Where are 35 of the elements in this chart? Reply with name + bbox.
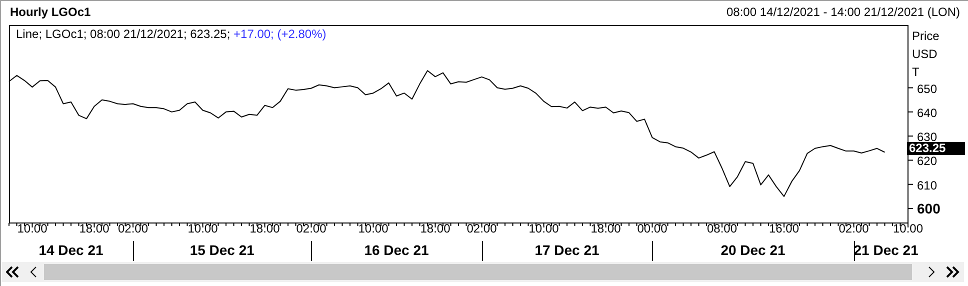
x-tick-label: 08:00 (706, 222, 738, 236)
x-tick-label: 10:00 (17, 222, 48, 236)
x-tick-label: 18:00 (590, 222, 622, 236)
x-tick-label: 18:00 (420, 222, 451, 236)
text: 14 Dec 21 (38, 242, 104, 258)
x-tick-label: 16:00 (768, 222, 800, 236)
x-tick-label: 02:00 (296, 222, 327, 236)
x-tick-label: 10:00 (188, 222, 218, 236)
x-tick-label: 02:00 (838, 222, 870, 236)
x-tick-label: 02:00 (466, 222, 498, 236)
y-tick-label: 620 (917, 154, 938, 168)
text: 20 Dec 21 (720, 242, 786, 258)
y-tick-label: 600 (917, 200, 941, 217)
text: 15 Dec 21 (188, 242, 256, 258)
y-tick-label: 610 (917, 178, 938, 192)
x-tick-label: 18:00 (250, 222, 280, 236)
y-axis-title: Price USD T (912, 28, 940, 81)
x-tick-label: 18:00 (79, 222, 110, 236)
text: 16 Dec 21 (363, 242, 430, 258)
text: 17 Dec 21 (534, 242, 600, 258)
x-tick-label: 10:00 (892, 222, 924, 236)
y-tick-label: 650 (917, 82, 938, 96)
annotation: Line; LGOc1; 08:00 21/12/2021; 623.25; (16, 27, 230, 41)
line-series (8, 70, 886, 197)
annotation: +17.00; (+2.80%) (234, 27, 326, 41)
x-tick-label: 10:00 (358, 222, 389, 236)
chart-title: Hourly LGOc1 (10, 5, 91, 19)
y-tick-label: 640 (917, 106, 938, 120)
x-tick-label: 02:00 (118, 222, 148, 236)
x-tick-label: 00:00 (637, 222, 668, 236)
x-tick-label: 10:00 (528, 222, 560, 236)
last-value-tag: 623.25 (907, 142, 965, 156)
chart-subtitle: 08:00 14/12/2021 - 14:00 21/12/2021 (LON) (726, 5, 960, 19)
text: 21 Dec 21 (854, 242, 918, 258)
y-tick-label: 630 (917, 130, 938, 144)
